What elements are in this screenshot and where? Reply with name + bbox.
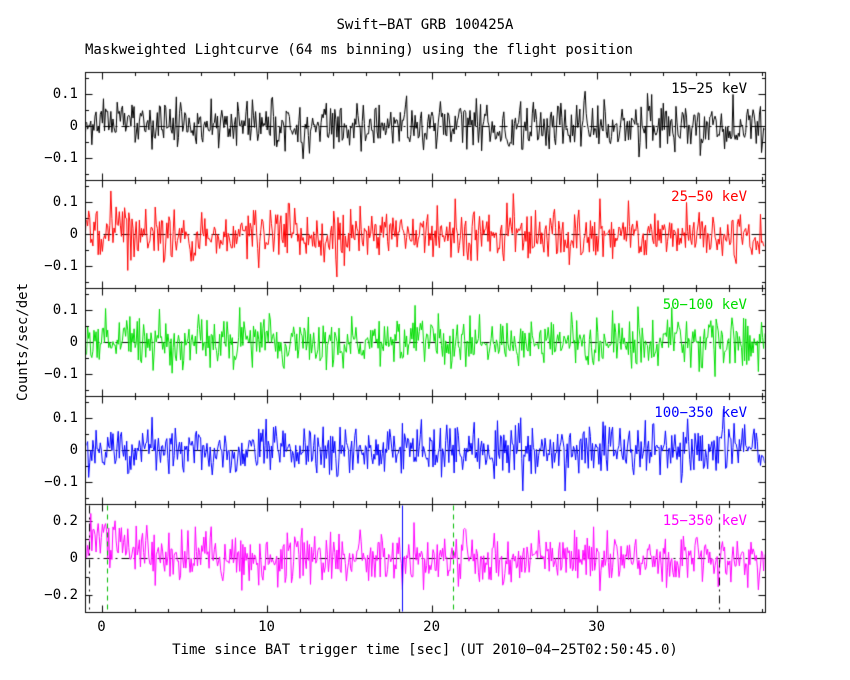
x-tick-label: 10 [258, 619, 275, 635]
y-tick-label: −0.1 [44, 365, 78, 382]
x-axis-label: Time since BAT trigger time [sec] (UT 20… [172, 642, 678, 658]
x-tick-label: 30 [588, 619, 606, 635]
y-tick-label: 0.1 [52, 194, 78, 211]
y-tick-label: −0.1 [44, 473, 78, 490]
y-tick-label: 0 [69, 442, 78, 458]
panel-label: 50−100 keV [662, 297, 747, 313]
panel-label: 25−50 keV [671, 189, 747, 205]
y-tick-label: 0.1 [52, 86, 78, 103]
x-tick-label: 20 [423, 619, 441, 635]
y-tick-label: 0.1 [52, 302, 78, 319]
y-tick-label: 0 [69, 118, 78, 134]
y-tick-label: 0 [69, 550, 78, 566]
y-tick-label: 0.1 [52, 410, 78, 427]
chart-title: Swift−BAT GRB 100425A [336, 17, 514, 33]
y-tick-label: −0.1 [44, 257, 78, 274]
y-tick-label: −0.2 [44, 587, 78, 604]
panel-label: 15−25 keV [671, 81, 747, 97]
x-tick-label: 0 [97, 619, 106, 635]
panel-label: 15−350 keV [662, 513, 747, 529]
y-tick-label: −0.1 [44, 149, 78, 166]
chart-subtitle: Maskweighted Lightcurve (64 ms binning) … [85, 42, 633, 58]
y-tick-label: 0 [69, 334, 78, 350]
y-tick-label: 0 [69, 226, 78, 242]
panel-label: 100−350 keV [654, 405, 747, 421]
y-tick-label: 0.2 [52, 512, 78, 529]
